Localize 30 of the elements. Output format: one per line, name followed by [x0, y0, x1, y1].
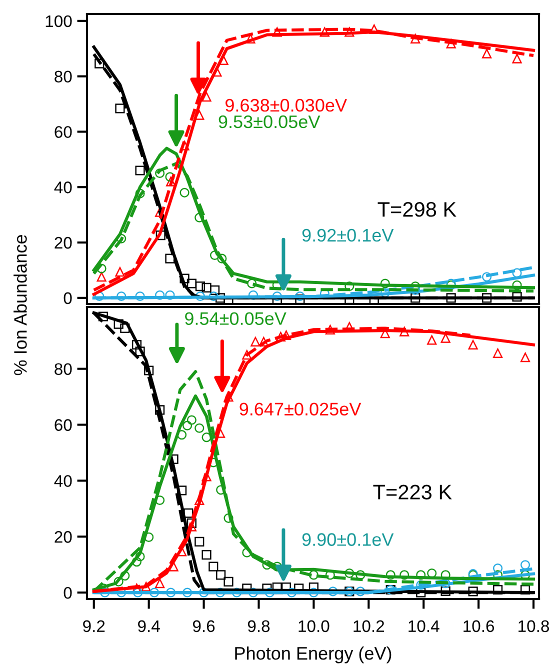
y-tick-label: 60: [54, 419, 72, 431]
y-tick-label: 80: [54, 70, 72, 83]
x-tick-label: 9.6: [192, 620, 215, 632]
y-tick-label: 20: [54, 531, 72, 543]
y-tick-label: 20: [54, 236, 72, 249]
annotation: T=223 K: [373, 484, 452, 500]
x-tick-label: 10.0: [298, 620, 330, 632]
y-axis-title: % Ion Abundance: [14, 235, 27, 376]
annotation: T=298 K: [378, 202, 456, 217]
annotation: 9.92±0.1eV: [302, 228, 394, 242]
y-tick-label: 60: [54, 126, 72, 138]
y-tick-label: 40: [54, 475, 72, 487]
x-tick-label: 10.6: [464, 620, 494, 632]
y-tick-label: 100: [46, 15, 72, 28]
x-tick-label: 9.2: [83, 620, 105, 632]
y-tick-label: 40: [54, 182, 72, 194]
y-tick-label: 0: [64, 292, 72, 304]
y-tick-label: 0: [64, 586, 72, 599]
annotation: 9.54±0.05eV: [185, 312, 286, 325]
annotation: 9.638±0.030eV: [226, 98, 347, 112]
x-tick-label: 10.2: [354, 620, 384, 632]
annotation: 9.53±0.05eV: [218, 115, 320, 128]
x-tick-label: 9.8: [248, 620, 270, 632]
x-tick-label: 10.8: [518, 620, 549, 632]
x-tick-label: 10.4: [408, 620, 440, 632]
x-axis-title: Photon Energy (eV): [235, 646, 392, 664]
annotation: 9.647±0.025eV: [240, 402, 362, 416]
annotation: 9.90±0.1eV: [302, 533, 394, 546]
y-tick-label: 80: [54, 363, 72, 376]
x-tick-label: 9.4: [138, 620, 160, 632]
